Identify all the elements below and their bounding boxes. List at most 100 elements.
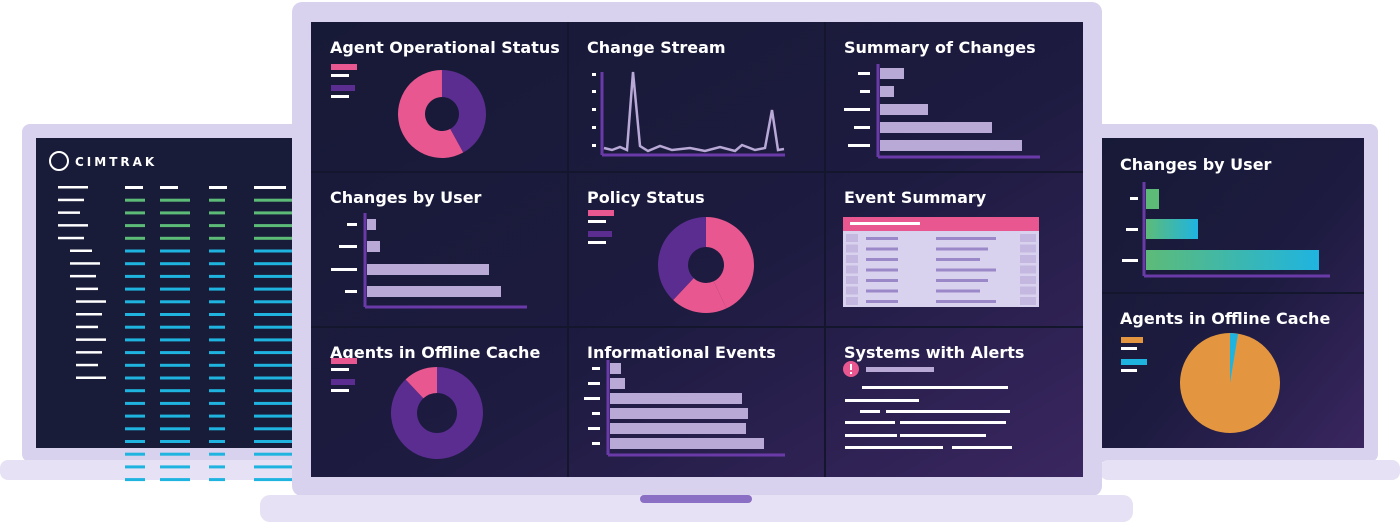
cell [125,236,145,240]
shape [610,408,748,419]
cell [160,427,190,431]
shape [588,427,600,430]
cell [209,376,225,380]
cell [254,236,292,240]
shape [588,220,606,223]
shape [339,245,357,248]
donut-slice [673,278,727,313]
cell [209,262,225,266]
shape [850,372,852,374]
shape [592,412,600,415]
laptop-base [1100,460,1400,480]
col-head [254,186,286,189]
shape [850,364,852,370]
cell [160,249,190,253]
panel-title: Informational Events [587,343,776,362]
stream-line [603,71,785,153]
cell [160,363,190,367]
donut-slice [405,367,437,399]
shape [936,237,996,240]
cell [254,313,292,316]
cell [209,351,225,355]
shape [860,410,880,413]
shape [860,90,870,93]
cell [160,414,190,418]
logo: CIMTRAK [75,155,157,169]
cell [254,325,292,329]
cell [125,465,145,469]
cell [125,249,145,253]
shape [846,244,858,253]
bar-chart [1121,182,1330,433]
cell [160,376,190,380]
shape [1020,265,1036,274]
cell [125,224,145,228]
shape [592,442,600,445]
cell [209,440,225,443]
shape [592,90,596,93]
cell [254,274,292,278]
cell [125,262,145,266]
shape [1020,244,1036,253]
cell [125,198,145,202]
shape [936,247,988,251]
cell [209,401,225,405]
shape [331,85,355,91]
tree-item [76,300,106,303]
tree-item [76,376,106,379]
cell [254,465,292,469]
cell [160,262,190,266]
cell [125,363,145,367]
cell [254,401,292,405]
shape [345,290,357,293]
cell [254,198,292,202]
panel-title: Agent Operational Status [330,38,560,57]
cell [209,452,225,456]
cell [160,452,190,456]
shape [866,289,898,293]
tree-item [70,249,92,252]
cell [160,211,190,215]
shape [331,95,349,98]
cell [254,376,292,380]
cell [209,300,225,304]
cell [254,211,292,215]
tree-item [58,198,84,202]
shape [880,86,894,97]
cell [125,478,145,482]
cell [125,325,145,329]
cell [209,363,225,367]
shape [592,144,596,147]
tree-item [58,211,80,214]
shape [866,268,898,272]
cell [209,249,225,253]
cell [209,274,225,278]
col-head [209,186,227,189]
panel-title: Changes by User [1120,155,1272,174]
cell [254,427,292,431]
shape [936,289,980,293]
shape [331,268,357,271]
cell [160,300,190,304]
shape [846,286,858,295]
shape [858,72,870,75]
cell [125,313,145,316]
cell [160,274,190,278]
cell [160,313,190,316]
shape [592,367,600,370]
cell [209,338,225,342]
cell [209,224,225,228]
cell [160,351,190,355]
cell [254,300,292,304]
cell [160,440,190,443]
shape [1020,255,1036,263]
cell [209,478,225,482]
shape [886,410,1010,413]
shape [843,217,1039,231]
shape [854,126,870,129]
tree-item [76,351,102,354]
cell [209,465,225,469]
widgets [331,64,1040,460]
cell [209,427,225,431]
shape [610,378,625,389]
